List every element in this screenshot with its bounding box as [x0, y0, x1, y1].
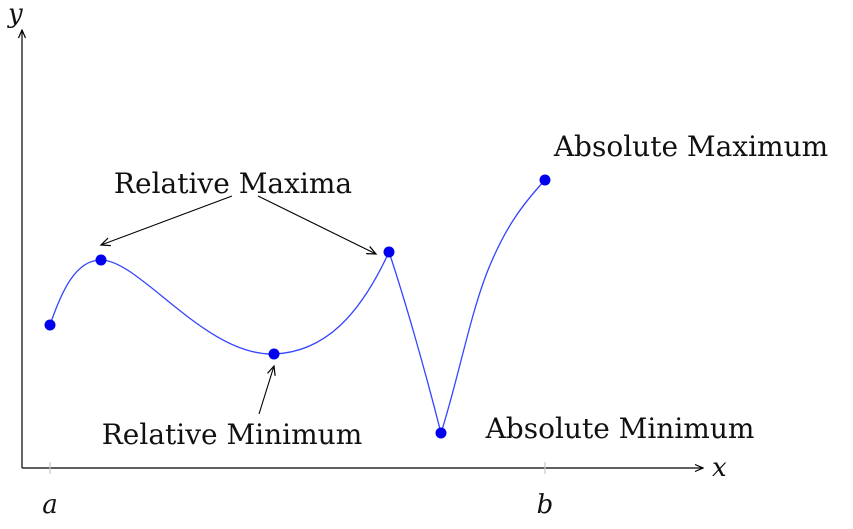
- relative-maximum-point-1: [95, 254, 107, 266]
- relative-maxima-arrow-right: [257, 195, 378, 255]
- y-axis-label: y: [7, 0, 23, 29]
- absolute-minimum-point: [435, 427, 447, 439]
- function-curve: [49, 179, 546, 436]
- relative-maximum-point-2: [383, 246, 395, 258]
- x-tick-label-a: a: [42, 490, 58, 520]
- absolute-minimum-label: Absolute Minimum: [485, 412, 755, 445]
- relative-maxima-arrow-left: [99, 195, 233, 247]
- endpoint-a-point: [44, 319, 56, 331]
- x-axis-label: x: [712, 453, 727, 483]
- relative-maxima-label: Relative Maxima: [114, 167, 352, 200]
- relative-minimum-arrow: [258, 364, 276, 415]
- relative-minimum-point: [268, 348, 280, 360]
- absolute-maximum-point: [539, 174, 551, 186]
- relative-minimum-label: Relative Minimum: [102, 418, 363, 451]
- x-tick-label-b: b: [537, 490, 554, 520]
- absolute-maximum-label: Absolute Maximum: [553, 130, 828, 163]
